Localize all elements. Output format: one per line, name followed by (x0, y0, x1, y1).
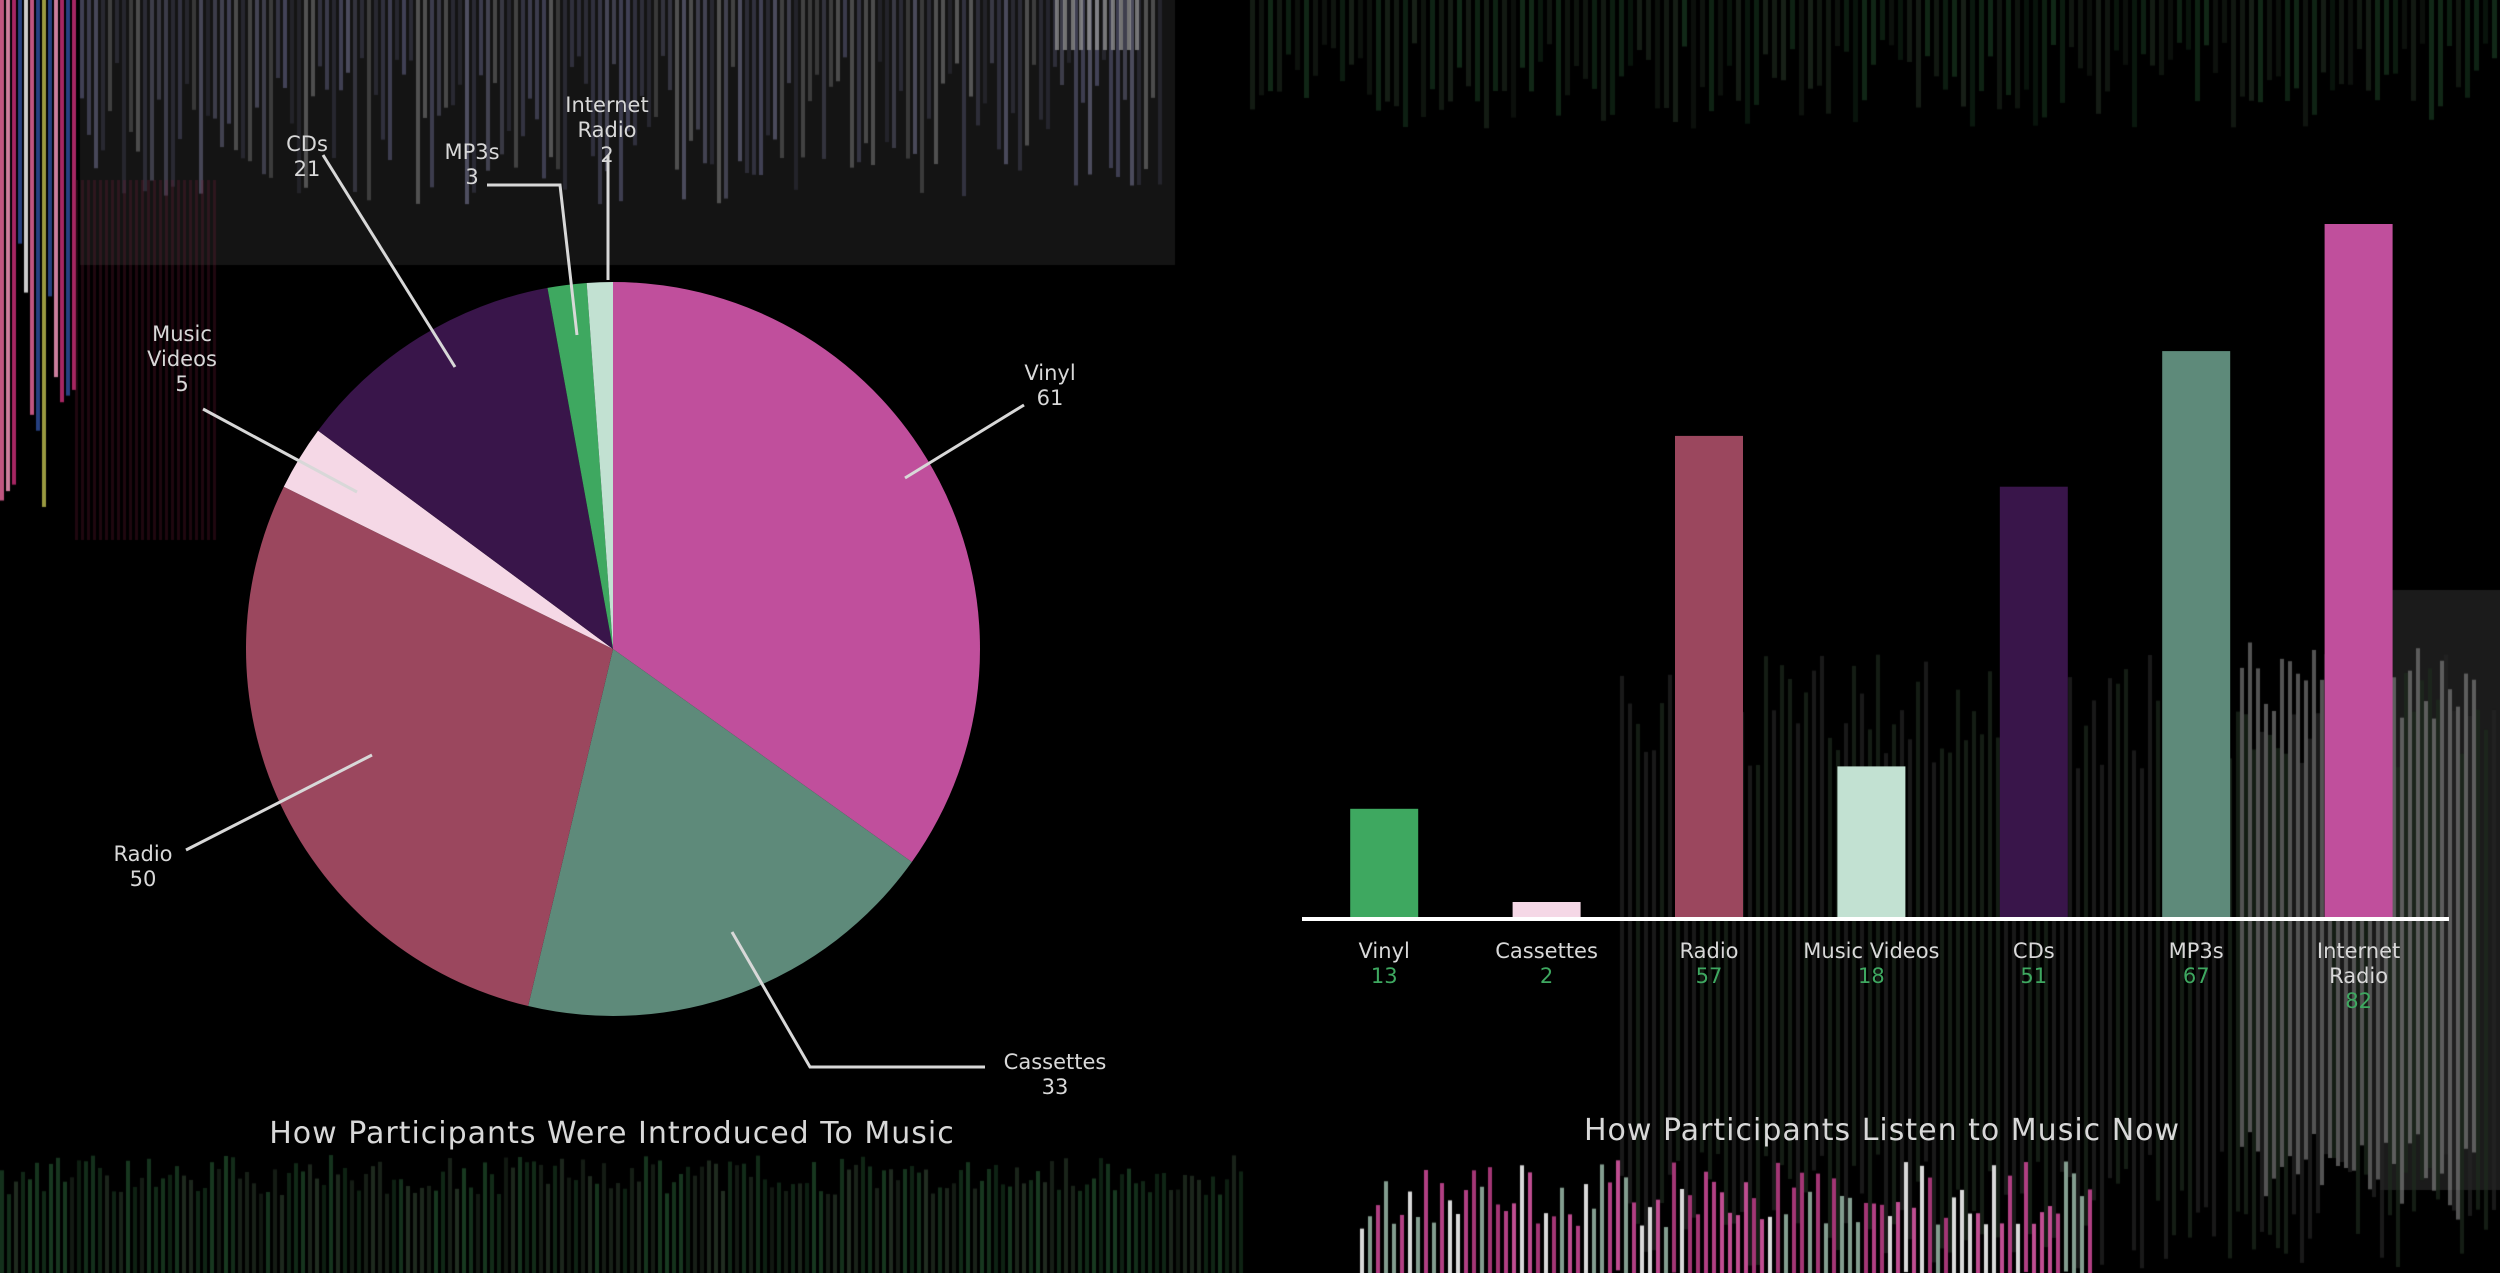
pie-leader-line-cassettes (730, 931, 985, 1069)
pie-leader-line-cds (321, 154, 457, 368)
bar-category-label-vinyl: Vinyl (1359, 939, 1410, 963)
pie-leader-line-vinyl (904, 403, 1025, 480)
pie-leader-line-mp3s (487, 183, 579, 336)
bar-value-label-cassettes: 2 (1540, 964, 1553, 988)
bar-value-label-vinyl: 13 (1371, 964, 1398, 988)
bar-radio (1675, 435, 1743, 919)
bar-category-label-internet-radio: Internet Radio (2317, 939, 2400, 988)
bar-category-label-mp3s: MP3s (2169, 939, 2224, 963)
bar-category-label-cds: CDs (2013, 939, 2055, 963)
bar-chart-title: How Participants Listen to Music Now (1584, 1113, 2180, 1148)
bar-category-label-music-videos: Music Videos (1803, 939, 1939, 963)
bar-music-videos (1837, 766, 1906, 919)
pie-slice-music-videos (283, 430, 613, 649)
bar-category-label-cassettes: Cassettes (1495, 939, 1598, 963)
bar-vinyl (1350, 808, 1419, 919)
pie-label-internet-radio: Internet Radio 2 (565, 93, 648, 167)
pie-slice-cassettes (528, 649, 912, 1016)
pie-chart-title: How Participants Were Introduced To Musi… (269, 1116, 955, 1151)
bar-value-label-internet-radio: 82 (2345, 989, 2372, 1013)
bar-category-label-radio: Radio (1679, 939, 1738, 963)
bar-value-label-music-videos: 18 (1858, 964, 1885, 988)
pie-slice-internet-radio (586, 282, 613, 649)
bar-value-label-radio: 57 (1696, 964, 1723, 988)
pie-label-vinyl: Vinyl 61 (1024, 361, 1075, 410)
pie-slice-vinyl (613, 282, 980, 863)
pie-slice-radio (246, 486, 613, 1007)
pie-label-music-videos: Music Videos 5 (147, 322, 217, 396)
bar-value-label-cds: 51 (2020, 964, 2047, 988)
pie-label-cassettes: Cassettes 33 (1004, 1050, 1107, 1099)
bar-value-label-mp3s: 67 (2183, 964, 2210, 988)
bar-internet-radio (2324, 224, 2393, 919)
pie-slice-mp3s (547, 282, 613, 649)
bar-cds (1999, 486, 2068, 919)
pie-slice-cds (318, 287, 613, 649)
pie-label-radio: Radio 50 (113, 842, 172, 891)
pie-chart: Vinyl 61 Cassettes 33 Radio 50 Music Videos 5 CDs… (113, 93, 1106, 1099)
bar-cassettes (1512, 902, 1581, 919)
bar-mp3s (2162, 351, 2231, 920)
pie-leader-line-music-videos (202, 407, 358, 494)
pie-label-mp3s: MP3s 3 (444, 140, 499, 189)
pie-leader-line-radio (185, 753, 373, 852)
pie-label-cds: CDs 21 (286, 132, 328, 181)
